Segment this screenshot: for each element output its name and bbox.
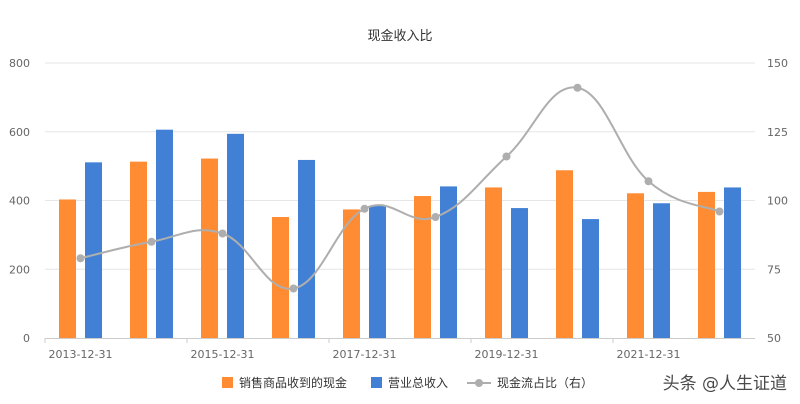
y-tick-label-left: 200 xyxy=(9,263,30,276)
x-axis: 2013-12-31 2015-12-31 2017-12-31 2019-12-31… xyxy=(44,338,755,361)
legend-item-ratio-label: 现金流占比（右） xyxy=(497,375,593,390)
bar-total-revenue xyxy=(369,205,386,338)
legend-item-total-revenue-swatch xyxy=(371,377,382,388)
legend-item-ratio-swatch-dot xyxy=(475,379,483,387)
bar-cash-received xyxy=(556,170,573,338)
legend-item-cash-received-swatch xyxy=(222,377,233,388)
y-axis-left: 0 200 400 600 800 xyxy=(9,57,30,345)
bar-total-revenue xyxy=(227,133,244,338)
watermark: 头条 @人生证道 xyxy=(663,374,787,394)
y-tick-label-right: 50 xyxy=(767,332,781,345)
bar-cash-received xyxy=(343,209,360,338)
bar-total-revenue xyxy=(511,208,528,338)
y-tick-label-right: 150 xyxy=(767,57,788,70)
legend[interactable]: 销售商品收到的现金 营业总收入 现金流占比（右） xyxy=(222,375,593,390)
y-tick-label-right: 100 xyxy=(767,195,788,208)
bar-cash-received xyxy=(627,193,644,338)
ratio-point xyxy=(360,204,369,213)
ratio-point xyxy=(502,152,511,161)
ratio-point xyxy=(289,284,298,293)
bar-total-revenue xyxy=(653,203,670,338)
x-tick-label: 2015-12-31 xyxy=(191,348,255,361)
ratio-point xyxy=(76,254,85,263)
y-tick-label-left: 800 xyxy=(9,57,30,70)
x-tick-label: 2017-12-31 xyxy=(333,348,397,361)
ratio-point xyxy=(218,229,227,238)
y-tick-label-right: 75 xyxy=(767,263,781,276)
y-axis-right: 50 75 100 125 150 xyxy=(767,57,788,345)
bar-total-revenue xyxy=(156,129,173,338)
bar-total-revenue xyxy=(298,159,315,338)
ratio-line xyxy=(76,83,724,293)
ratio-point xyxy=(715,207,724,216)
bars xyxy=(59,129,741,338)
ratio-line-path xyxy=(80,86,720,290)
bar-cash-received xyxy=(698,191,715,338)
ratio-point xyxy=(431,213,440,221)
bar-cash-received xyxy=(130,161,147,338)
y-tick-label-left: 400 xyxy=(9,195,30,208)
bar-cash-received xyxy=(201,158,218,338)
bar-cash-received xyxy=(59,199,76,338)
x-tick-label: 2019-12-31 xyxy=(475,348,539,361)
legend-item-cash-received-label: 销售商品收到的现金 xyxy=(239,375,347,390)
x-tick-label: 2021-12-31 xyxy=(617,348,681,361)
legend-item-total-revenue-label: 营业总收入 xyxy=(388,376,448,390)
bar-total-revenue xyxy=(724,187,741,338)
ratio-point xyxy=(573,83,582,92)
bar-cash-received xyxy=(414,196,431,338)
bar-total-revenue xyxy=(440,186,457,338)
x-tick-label: 2013-12-31 xyxy=(49,348,113,361)
bar-cash-received xyxy=(272,217,289,338)
y-tick-label-left: 0 xyxy=(23,332,30,345)
y-tick-label-right: 125 xyxy=(767,126,788,139)
bar-total-revenue xyxy=(85,162,102,338)
bar-total-revenue xyxy=(582,219,599,338)
ratio-point xyxy=(147,237,156,246)
bar-cash-received xyxy=(485,187,502,338)
y-tick-label-left: 600 xyxy=(9,126,30,139)
ratio-point xyxy=(644,177,653,186)
chart-title: 现金收入比 xyxy=(367,28,432,44)
